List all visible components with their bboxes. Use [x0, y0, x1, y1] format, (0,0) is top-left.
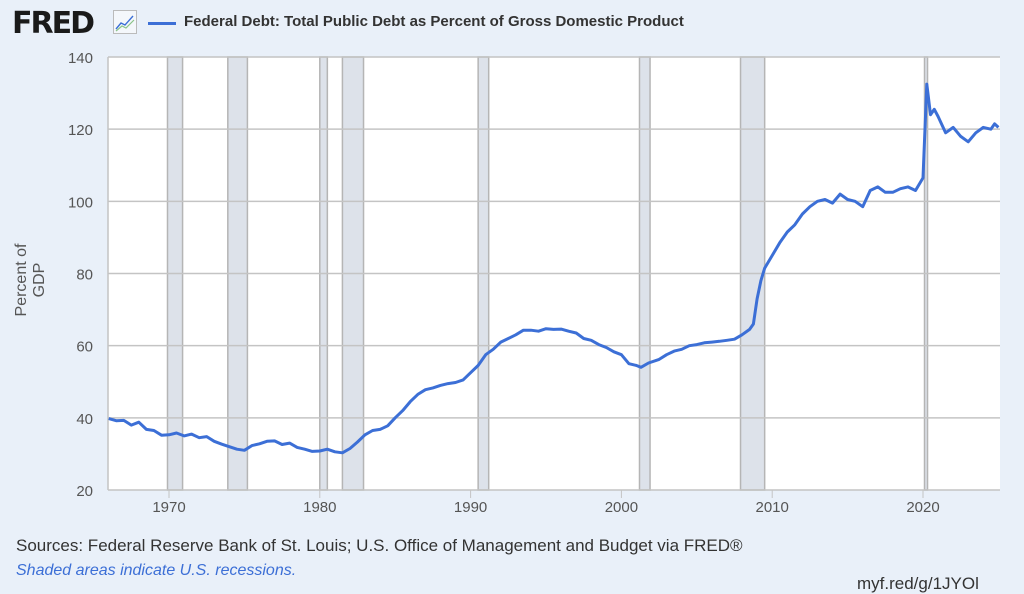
- y-tick-label: 60: [76, 339, 93, 356]
- series-line: [108, 82, 1000, 455]
- x-tick-label: 2000: [605, 499, 638, 516]
- y-tick-label: 140: [68, 50, 93, 67]
- y-tick-label: 100: [68, 194, 93, 211]
- sources-text: Sources: Federal Reserve Bank of St. Lou…: [16, 536, 743, 555]
- x-tick-label: 2020: [906, 499, 939, 516]
- x-tick-label: 1990: [454, 499, 487, 516]
- recessions-note: Shaded areas indicate U.S. recessions.: [16, 562, 297, 579]
- legend-swatch: [148, 22, 176, 25]
- fred-logo[interactable]: FRED: [12, 6, 95, 41]
- y-tick-label: 40: [76, 411, 93, 428]
- legend-label: Federal Debt: Total Public Debt as Perce…: [184, 13, 684, 30]
- y-tick-label: 80: [76, 267, 93, 284]
- y-tick-label: 20: [76, 483, 93, 500]
- short-url-link[interactable]: myf.red/g/1JYOl: [857, 574, 979, 593]
- x-tick-label: 1970: [152, 499, 185, 516]
- x-tick-label: 2010: [756, 499, 789, 516]
- chart-icon[interactable]: [113, 10, 137, 34]
- x-tick-label: 1980: [303, 499, 336, 516]
- y-tick-label: 120: [68, 122, 93, 139]
